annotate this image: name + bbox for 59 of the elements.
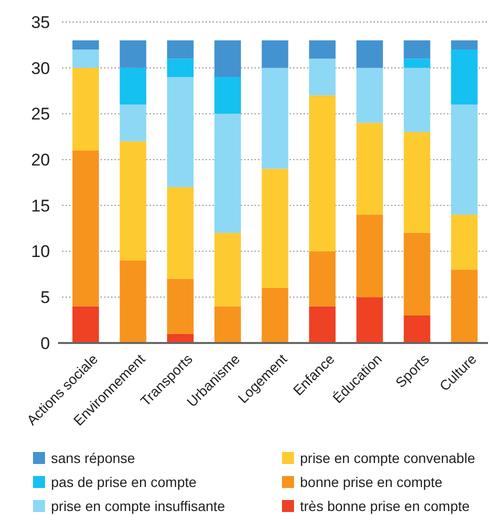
bar [120, 68, 146, 105]
bar [262, 288, 288, 343]
bar [214, 40, 241, 78]
bar [214, 114, 241, 233]
bar [404, 232, 430, 316]
bar [356, 40, 383, 68]
legend-label: prise en compte insuffisante [51, 498, 226, 514]
bar [404, 315, 430, 343]
bar [356, 122, 383, 215]
bar [72, 40, 99, 50]
bar [451, 40, 478, 50]
bar [356, 214, 383, 298]
bar [167, 40, 194, 59]
bar [404, 68, 430, 132]
bar [262, 168, 288, 288]
y-tick-label: 35 [31, 12, 50, 32]
bar [309, 251, 336, 306]
bar [214, 306, 241, 343]
bar [120, 260, 146, 343]
y-tick-label: 25 [31, 104, 50, 124]
legend-label: pas de prise en compte [51, 474, 197, 490]
bar [309, 58, 336, 96]
bar [214, 77, 241, 114]
legend-label: bonne prise en compte [300, 474, 443, 490]
bar [404, 40, 430, 59]
bar [72, 50, 99, 68]
bar [451, 104, 478, 215]
bar [451, 50, 478, 105]
bar [404, 58, 430, 68]
bar [72, 306, 99, 343]
bar [356, 68, 383, 123]
bar [167, 187, 194, 279]
y-tick-label: 30 [31, 58, 50, 78]
legend-label: prise en compte convenable [300, 450, 476, 466]
bar [404, 132, 430, 233]
y-tick-label: 10 [31, 242, 50, 262]
bar [72, 150, 99, 306]
legend-label: très bonne prise en compte [300, 498, 470, 514]
legend-label: sans réponse [51, 450, 136, 466]
bar [167, 278, 194, 334]
y-tick-label: 0 [40, 334, 50, 353]
bar [309, 95, 336, 252]
y-tick-label: 20 [31, 150, 50, 170]
bar [167, 77, 194, 188]
bar [262, 40, 288, 68]
bar [451, 270, 478, 343]
bar [167, 58, 194, 78]
bar [72, 68, 99, 150]
bar [120, 104, 146, 142]
y-tick-label: 5 [40, 288, 50, 308]
y-tick-label: 15 [31, 196, 50, 216]
bar [309, 40, 336, 59]
bar [309, 306, 336, 343]
bar [214, 232, 241, 306]
bar [262, 68, 288, 169]
bar [120, 141, 146, 260]
bar [120, 40, 146, 68]
bar [356, 297, 383, 343]
bar [451, 214, 478, 270]
